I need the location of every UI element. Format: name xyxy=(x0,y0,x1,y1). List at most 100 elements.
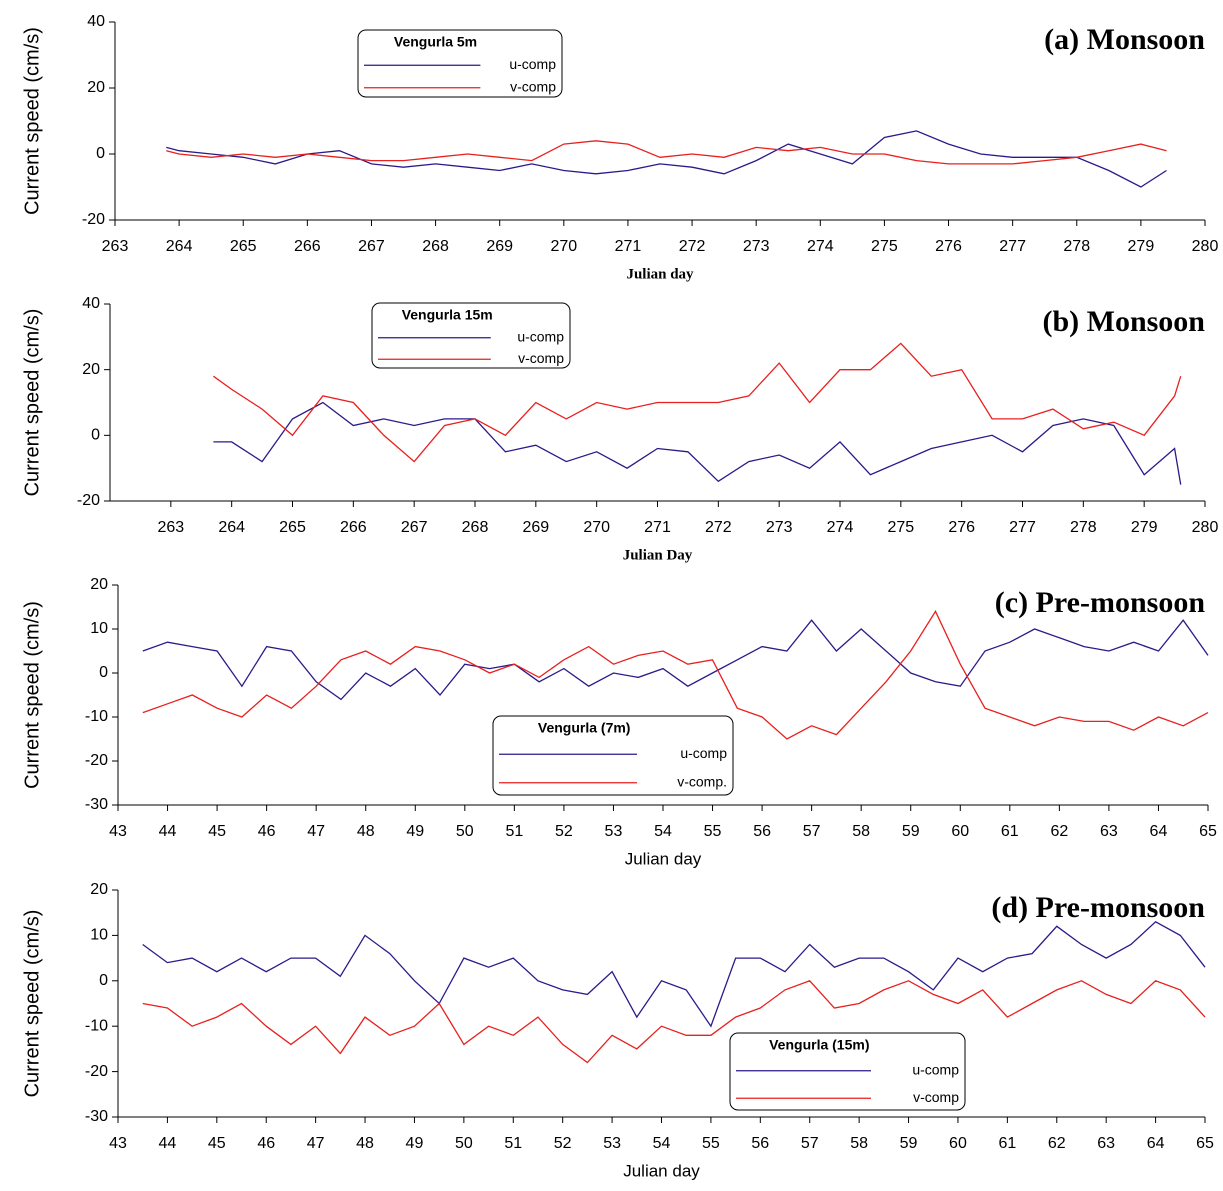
x-tick-label: 46 xyxy=(258,823,276,840)
x-tick-label: 48 xyxy=(356,1135,374,1152)
x-tick-label: 50 xyxy=(455,1135,473,1152)
y-tick-label: 0 xyxy=(99,664,108,681)
x-tick-label: 52 xyxy=(555,823,573,840)
legend-title: Vengurla 15m xyxy=(402,307,493,323)
x-tick-label: 65 xyxy=(1199,823,1217,840)
x-tick-label: 278 xyxy=(1070,519,1097,536)
series-line xyxy=(213,401,1182,485)
y-tick-label: -30 xyxy=(85,1108,108,1125)
y-tick-label: -20 xyxy=(77,492,100,509)
legend-label: u-comp xyxy=(517,328,564,344)
legend-title: Vengurla (7m) xyxy=(538,720,631,736)
panel-title: (a) Monsoon xyxy=(1044,23,1205,56)
x-tick-label: 264 xyxy=(218,519,245,536)
x-tick-label: 63 xyxy=(1100,823,1118,840)
x-tick-label: 65 xyxy=(1196,1135,1214,1152)
panel-title: (d) Pre-monsoon xyxy=(991,891,1205,924)
x-tick-label: 275 xyxy=(871,238,898,255)
x-tick-label: 267 xyxy=(401,519,428,536)
x-tick-label: 51 xyxy=(505,823,523,840)
x-tick-label: 46 xyxy=(257,1135,275,1152)
x-tick-label: 269 xyxy=(486,238,513,255)
x-tick-label: 64 xyxy=(1150,823,1168,840)
x-tick-label: 49 xyxy=(406,1135,424,1152)
x-tick-label: 275 xyxy=(887,519,914,536)
legend-label: v-comp xyxy=(518,350,564,366)
legend-label: u-comp xyxy=(509,56,556,72)
x-tick-label: 62 xyxy=(1048,1135,1066,1152)
y-axis-label: Current speed (cm/s) xyxy=(21,309,43,497)
legend-box xyxy=(729,1032,966,1111)
series-line xyxy=(142,980,1206,1064)
legend-box xyxy=(492,715,734,796)
legend-box xyxy=(371,302,571,369)
y-tick-label: 20 xyxy=(82,361,100,378)
y-tick-label: -30 xyxy=(85,796,108,813)
y-tick-label: -20 xyxy=(85,752,108,769)
x-tick-label: 64 xyxy=(1147,1135,1165,1152)
x-tick-label: 265 xyxy=(279,519,306,536)
y-tick-label: 0 xyxy=(91,427,100,444)
x-tick-label: 54 xyxy=(653,1135,671,1152)
x-tick-label: 52 xyxy=(554,1135,572,1152)
x-tick-label: 62 xyxy=(1050,823,1068,840)
x-tick-label: 280 xyxy=(1192,238,1219,255)
x-tick-label: 47 xyxy=(307,1135,325,1152)
series-line xyxy=(166,130,1167,188)
x-tick-label: 57 xyxy=(803,823,821,840)
legend-box xyxy=(357,29,563,98)
x-axis-label: Julian day xyxy=(623,1161,700,1180)
x-tick-label: 274 xyxy=(827,519,854,536)
x-tick-label: 271 xyxy=(644,519,671,536)
y-tick-label: -10 xyxy=(85,708,108,725)
series-line xyxy=(142,619,1209,701)
x-tick-label: 276 xyxy=(935,238,962,255)
x-tick-label: 277 xyxy=(1009,519,1036,536)
x-tick-label: 61 xyxy=(1001,823,1019,840)
x-tick-label: 266 xyxy=(294,238,321,255)
x-tick-label: 56 xyxy=(751,1135,769,1152)
x-tick-label: 274 xyxy=(807,238,834,255)
series-line xyxy=(166,140,1167,165)
x-tick-label: 272 xyxy=(679,238,706,255)
x-tick-label: 59 xyxy=(902,823,920,840)
y-tick-label: 40 xyxy=(82,295,100,312)
legend-label: v-comp xyxy=(510,78,556,94)
y-tick-label: 20 xyxy=(90,881,108,898)
x-tick-label: 268 xyxy=(422,238,449,255)
x-tick-label: 55 xyxy=(702,1135,720,1152)
x-tick-label: 54 xyxy=(654,823,672,840)
x-tick-label: 59 xyxy=(900,1135,918,1152)
x-tick-label: 49 xyxy=(406,823,424,840)
x-tick-label: 270 xyxy=(550,238,577,255)
panel-title: (b) Monsoon xyxy=(1042,305,1205,338)
x-tick-label: 268 xyxy=(462,519,489,536)
panel-title: (c) Pre-monsoon xyxy=(995,586,1206,619)
y-tick-label: 20 xyxy=(87,79,105,96)
x-axis-label: Julian day xyxy=(626,266,694,282)
x-tick-label: 280 xyxy=(1192,519,1219,536)
x-tick-label: 53 xyxy=(603,1135,621,1152)
x-tick-label: 277 xyxy=(999,238,1026,255)
x-tick-label: 267 xyxy=(358,238,385,255)
y-tick-label: 10 xyxy=(90,620,108,637)
x-tick-label: 273 xyxy=(766,519,793,536)
y-tick-label: 10 xyxy=(90,927,108,944)
x-tick-label: 265 xyxy=(230,238,257,255)
legend-title: Vengurla 5m xyxy=(394,34,477,50)
x-tick-label: 278 xyxy=(1063,238,1090,255)
x-tick-label: 63 xyxy=(1097,1135,1115,1152)
series-line xyxy=(142,610,1209,740)
x-tick-label: 50 xyxy=(456,823,474,840)
x-tick-label: 264 xyxy=(166,238,193,255)
x-tick-label: 270 xyxy=(583,519,610,536)
x-tick-label: 279 xyxy=(1131,519,1158,536)
x-tick-label: 45 xyxy=(208,1135,226,1152)
series-line xyxy=(142,921,1206,1028)
x-tick-label: 44 xyxy=(159,823,177,840)
series-line xyxy=(213,342,1182,463)
x-tick-label: 45 xyxy=(208,823,226,840)
x-tick-label: 263 xyxy=(102,238,129,255)
x-tick-label: 266 xyxy=(340,519,367,536)
